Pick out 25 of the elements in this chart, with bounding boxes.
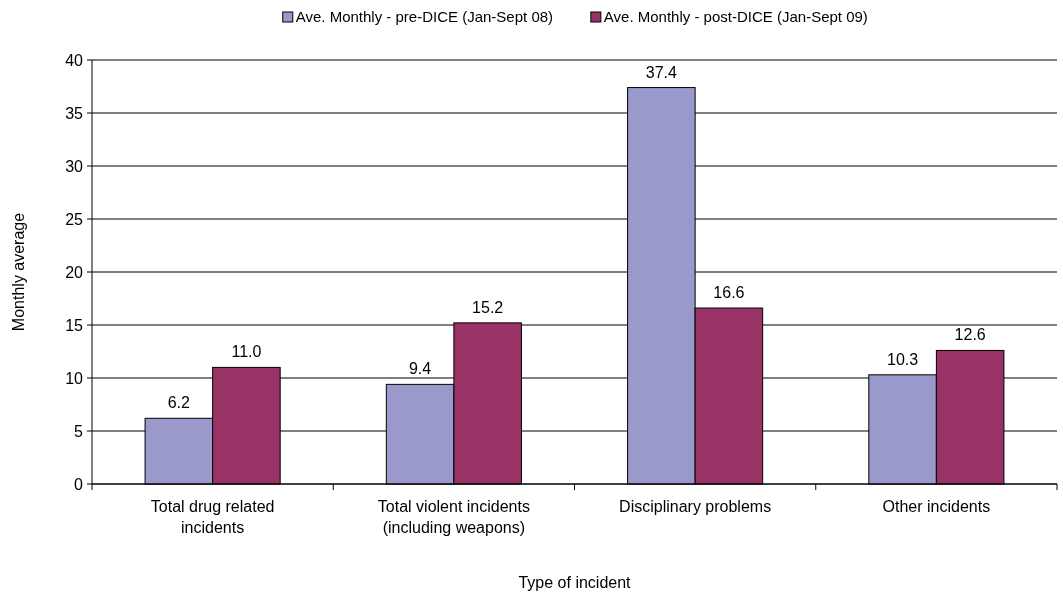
data-label: 12.6 bbox=[954, 326, 986, 344]
data-label: 10.3 bbox=[887, 350, 919, 368]
y-tick-label: 20 bbox=[65, 263, 84, 281]
data-label: 9.4 bbox=[408, 360, 432, 378]
x-tick-label: Disciplinary problems bbox=[619, 498, 772, 515]
data-label: 37.4 bbox=[645, 63, 678, 81]
data-label: 6.2 bbox=[167, 394, 191, 412]
data-label: 11.0 bbox=[231, 343, 262, 361]
y-tick-label: 5 bbox=[74, 422, 84, 440]
y-tick-label: 40 bbox=[65, 51, 84, 69]
legend-label: Ave. Monthly - post-DICE (Jan-Sept 09) bbox=[603, 8, 868, 25]
data-label: 16.6 bbox=[713, 284, 745, 302]
y-tick-label: 15 bbox=[65, 316, 84, 334]
y-tick-label: 10 bbox=[65, 369, 84, 387]
y-tick-label: 0 bbox=[74, 475, 84, 493]
x-tick-label: Other incidents bbox=[882, 498, 991, 515]
x-tick-label: Total drug related incidents bbox=[150, 498, 275, 536]
legend-label: Ave. Monthly - pre-DICE (Jan-Sept 08) bbox=[295, 8, 554, 25]
y-axis-title: Monthly average bbox=[10, 212, 27, 332]
data-label: 15.2 bbox=[472, 298, 504, 316]
y-tick-label: 30 bbox=[65, 157, 84, 175]
y-tick-label: 35 bbox=[65, 104, 84, 122]
x-axis-title: Type of incident bbox=[518, 574, 632, 591]
x-tick-label: Total violent incidents (including weapons) bbox=[377, 498, 530, 536]
y-tick-label: 25 bbox=[65, 210, 84, 228]
